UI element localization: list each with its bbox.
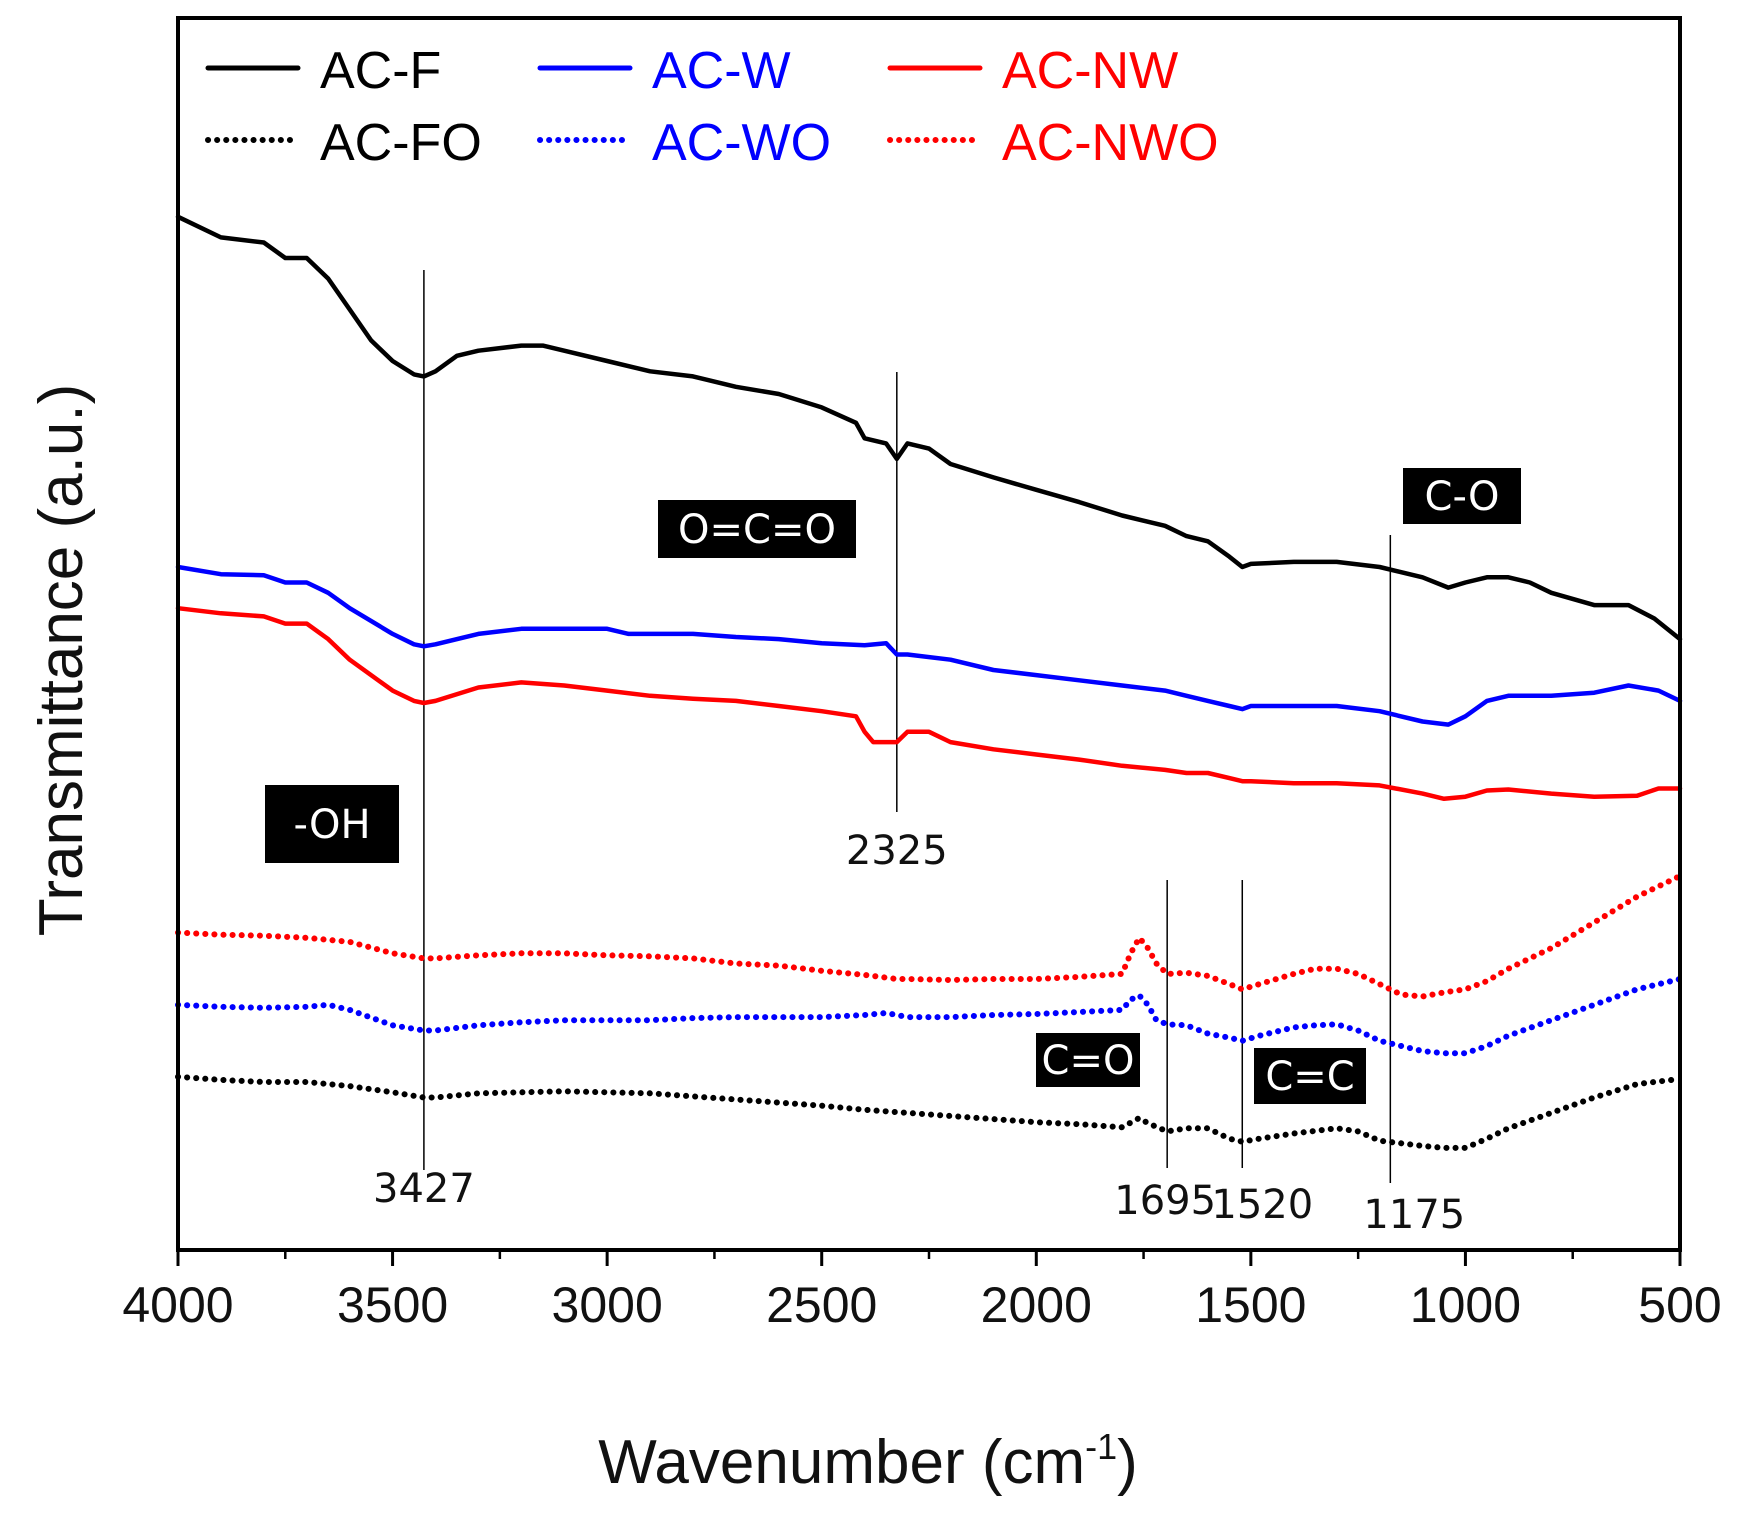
- functional-group-labels: -OH O=C=O C=O C=C C-O: [265, 468, 1521, 1104]
- x-tick-label-1000: 1000: [1410, 1277, 1521, 1333]
- group-box-oco: [658, 500, 856, 558]
- series-line-ac-wo: [175, 976, 1683, 1057]
- group-label-oco: O=C=O: [678, 507, 836, 553]
- x-tick-label-2000: 2000: [981, 1277, 1092, 1333]
- series-line-ac-w: [175, 564, 1683, 727]
- group-box-co: [1403, 468, 1521, 524]
- series-line-ac-fo: [175, 1073, 1683, 1151]
- group-box-oh: [265, 785, 399, 863]
- legend-label-ac-wo: AC-WO: [652, 114, 831, 172]
- group-label-oh: -OH: [293, 802, 370, 848]
- x-tick-label-3500: 3500: [337, 1277, 448, 1333]
- legend-label-ac-nwo: AC-NWO: [1002, 114, 1219, 172]
- peak-label-1520: 1520: [1211, 1182, 1313, 1228]
- legend-label-ac-nw: AC-NW: [1002, 42, 1178, 100]
- x-axis: 4000 3500 3000 2500 2000 1500 1000 500: [122, 1250, 1722, 1333]
- group-label-co: C-O: [1425, 474, 1500, 520]
- peak-label-3427: 3427: [373, 1166, 475, 1212]
- x-tick-label-3000: 3000: [552, 1277, 663, 1333]
- legend: AC-F AC-W AC-NW AC-FO AC-WO AC-NWO: [205, 42, 1219, 172]
- x-axis-title-main: Wavenumber (cm: [598, 1428, 1085, 1497]
- series-lines: [175, 214, 1683, 1151]
- group-label-cc: C=C: [1265, 1054, 1354, 1100]
- y-axis-title: Transmittance (a.u.): [27, 384, 96, 936]
- x-tick-label-2500: 2500: [766, 1277, 877, 1333]
- legend-label-ac-f: AC-F: [320, 42, 441, 100]
- x-axis-title-close: ): [1117, 1428, 1138, 1497]
- series-line-ac-nwo: [175, 873, 1683, 1000]
- legend-label-ac-fo: AC-FO: [320, 114, 482, 172]
- peak-label-1175: 1175: [1363, 1192, 1465, 1238]
- group-box-cc: [1254, 1048, 1366, 1104]
- group-box-co: [1036, 1033, 1140, 1087]
- group-label-co: C=O: [1042, 1038, 1135, 1084]
- x-tick-label-4000: 4000: [122, 1277, 233, 1333]
- x-tick-label-1500: 1500: [1195, 1277, 1306, 1333]
- x-axis-title: Wavenumber (cm-1): [598, 1426, 1138, 1497]
- series-line-ac-f: [175, 214, 1683, 642]
- series-line-ac-nw: [175, 605, 1683, 802]
- x-axis-title-superscript: -1: [1085, 1426, 1117, 1467]
- peak-label-1695: 1695: [1114, 1178, 1216, 1224]
- peak-label-2325: 2325: [846, 828, 948, 874]
- x-tick-label-500: 500: [1638, 1277, 1721, 1333]
- legend-label-ac-w: AC-W: [652, 42, 791, 100]
- plot-frame: [176, 16, 1682, 1252]
